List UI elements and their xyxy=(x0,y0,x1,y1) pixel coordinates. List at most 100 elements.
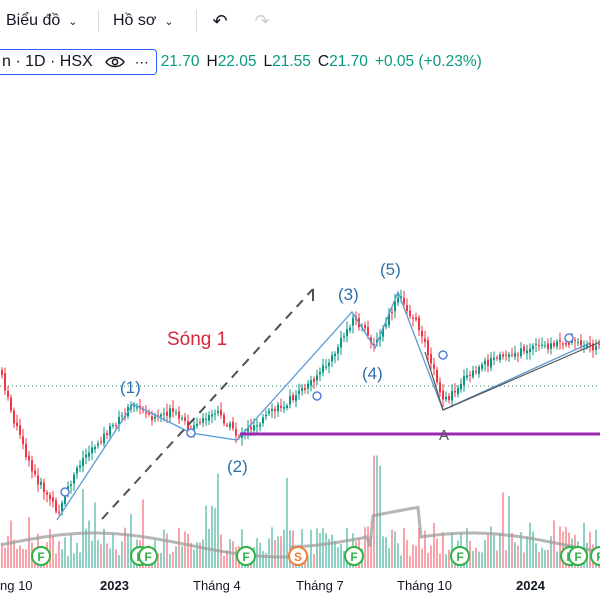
volume-bar xyxy=(91,540,93,568)
volume-bar xyxy=(445,554,447,568)
candle-body xyxy=(241,433,243,438)
svg-text:F: F xyxy=(37,550,44,564)
split-event-marker[interactable]: S xyxy=(288,546,308,566)
volume-bar xyxy=(13,539,15,568)
candle-body xyxy=(205,418,207,420)
financial-event-marker[interactable]: F xyxy=(450,546,470,566)
eye-icon[interactable] xyxy=(104,55,125,69)
volume-bar xyxy=(211,505,213,568)
candle-body xyxy=(574,340,576,342)
candle-body xyxy=(544,345,546,347)
candle-body xyxy=(553,342,555,347)
volume-bar xyxy=(493,535,495,568)
anchor-point[interactable] xyxy=(438,350,448,360)
volume-bar xyxy=(505,550,507,568)
volume-bar xyxy=(256,538,258,568)
candle-body xyxy=(112,424,114,427)
more-dots-icon[interactable]: ⋯ xyxy=(134,53,149,70)
candle-body xyxy=(148,412,150,415)
financial-event-marker[interactable]: F xyxy=(568,546,588,566)
elliott-wave-path xyxy=(56,290,591,521)
volume-bar xyxy=(160,553,162,568)
candle-body xyxy=(118,416,120,425)
volume-bar xyxy=(142,499,144,568)
candle-body xyxy=(202,417,204,423)
volume-bar xyxy=(181,546,183,568)
volume-bar xyxy=(517,545,519,568)
candle-body xyxy=(181,418,183,420)
volume-bar xyxy=(370,535,372,568)
candle-body xyxy=(364,325,366,329)
candle-body xyxy=(559,340,561,342)
candle-body xyxy=(472,370,474,377)
volume-bar xyxy=(421,548,423,568)
candle-body xyxy=(541,344,543,346)
volume-bar xyxy=(343,550,345,568)
anchor-point[interactable] xyxy=(186,428,196,438)
profile-menu-label: Hồ sơ xyxy=(113,12,157,29)
candle-body xyxy=(418,317,420,330)
volume-bar xyxy=(25,549,27,568)
candle-body xyxy=(154,416,156,419)
financial-event-marker[interactable]: F xyxy=(590,546,600,566)
financial-event-marker[interactable]: F xyxy=(138,546,158,566)
volume-bar xyxy=(382,536,384,568)
open-value: 21.70 xyxy=(160,53,200,70)
candle-body xyxy=(70,484,72,487)
anchor-point[interactable] xyxy=(60,487,70,497)
volume-bar xyxy=(28,517,30,568)
candle-body xyxy=(490,357,492,368)
candle-body xyxy=(337,347,339,354)
volume-bar xyxy=(157,553,159,568)
candle-body xyxy=(88,452,90,457)
candle-body xyxy=(208,415,210,421)
candle-body xyxy=(430,354,432,364)
candle-body xyxy=(532,345,534,350)
candle-body xyxy=(397,297,399,303)
volume-bar xyxy=(169,554,171,568)
anchor-point[interactable] xyxy=(312,391,322,401)
financial-event-marker[interactable]: F xyxy=(344,546,364,566)
volume-bar xyxy=(487,534,489,568)
candle-body xyxy=(217,410,219,413)
volume-bar xyxy=(385,537,387,568)
chart-menu-button[interactable]: Biểu đồ ⌄ xyxy=(6,8,77,34)
time-axis[interactable]: ng 10 2023 Tháng 4 Tháng 7 Tháng 10 2024 xyxy=(0,568,600,600)
financial-event-marker[interactable]: F xyxy=(31,546,51,566)
candle-body xyxy=(475,371,477,373)
candle-body xyxy=(520,348,522,357)
close-label: C xyxy=(317,53,330,70)
symbol-box[interactable]: n · 1D · HSX ⋯ xyxy=(0,49,157,75)
volume-bar xyxy=(127,534,129,568)
candle-body xyxy=(580,340,582,346)
volume-bar xyxy=(16,549,18,568)
volume-bar xyxy=(490,526,492,568)
volume-bar xyxy=(325,533,327,568)
candle-body xyxy=(43,482,45,493)
candle-body xyxy=(301,387,303,391)
candle-body xyxy=(10,397,12,411)
volume-bar xyxy=(331,534,333,568)
candle-body xyxy=(487,359,489,366)
undo-icon[interactable]: ↶ xyxy=(212,10,228,31)
candle-body xyxy=(352,317,354,326)
symbol-label: n · 1D · HSX xyxy=(2,53,93,70)
volume-bar xyxy=(538,551,540,568)
candle-body xyxy=(313,378,315,382)
candle-body xyxy=(163,413,165,415)
redo-icon[interactable]: ↷ xyxy=(254,10,270,31)
candle-body xyxy=(115,425,117,427)
volume-bar xyxy=(283,529,285,568)
candle-body xyxy=(511,354,513,356)
profile-menu-button[interactable]: Hồ sơ ⌄ xyxy=(113,8,174,34)
candle-body xyxy=(250,426,252,430)
candle-body xyxy=(58,511,60,513)
event-markers[interactable]: FFFFSFFFFF xyxy=(31,546,600,566)
candle-body xyxy=(415,317,417,320)
candle-body xyxy=(517,354,519,356)
financial-event-marker[interactable]: F xyxy=(236,546,256,566)
x-tick: Tháng 7 xyxy=(296,578,344,593)
candle-body xyxy=(172,407,174,413)
anchor-point[interactable] xyxy=(564,333,574,343)
